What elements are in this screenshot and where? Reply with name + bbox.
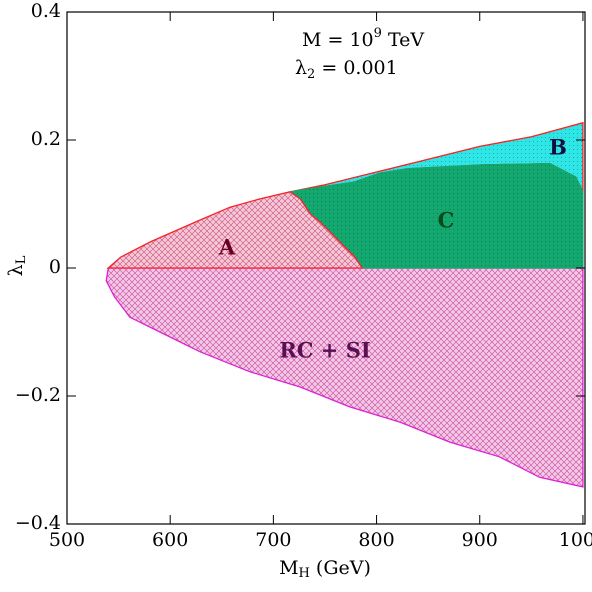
y-tick-label: 0.2 — [31, 128, 61, 150]
y-axis-label: λL — [5, 255, 29, 276]
y-tick-label: −0.2 — [15, 384, 61, 406]
x-tick-label: 600 — [152, 529, 188, 551]
x-tick-label: 900 — [462, 529, 498, 551]
region-texture — [108, 191, 363, 268]
x-tick-label: 800 — [358, 529, 394, 551]
y-tick-label: −0.4 — [15, 512, 61, 534]
x-axis-label: MH (GeV) — [279, 557, 371, 581]
y-tick-label: 0 — [49, 256, 61, 278]
region-label: B — [549, 135, 567, 160]
region-texture — [106, 268, 583, 487]
region-texture — [289, 122, 583, 192]
x-tick-label: 500 — [49, 529, 85, 551]
region-label: C — [438, 208, 455, 233]
x-tick-label: 700 — [255, 529, 291, 551]
region-texture — [289, 163, 583, 268]
region-label: A — [218, 235, 236, 260]
annotation: M = 109 TeV — [302, 26, 424, 52]
region-label: RC + SI — [279, 338, 370, 363]
y-tick-label: 0.4 — [31, 0, 61, 22]
annotation: λ2 = 0.001 — [295, 57, 398, 82]
x-tick-label: 1000 — [559, 529, 592, 551]
